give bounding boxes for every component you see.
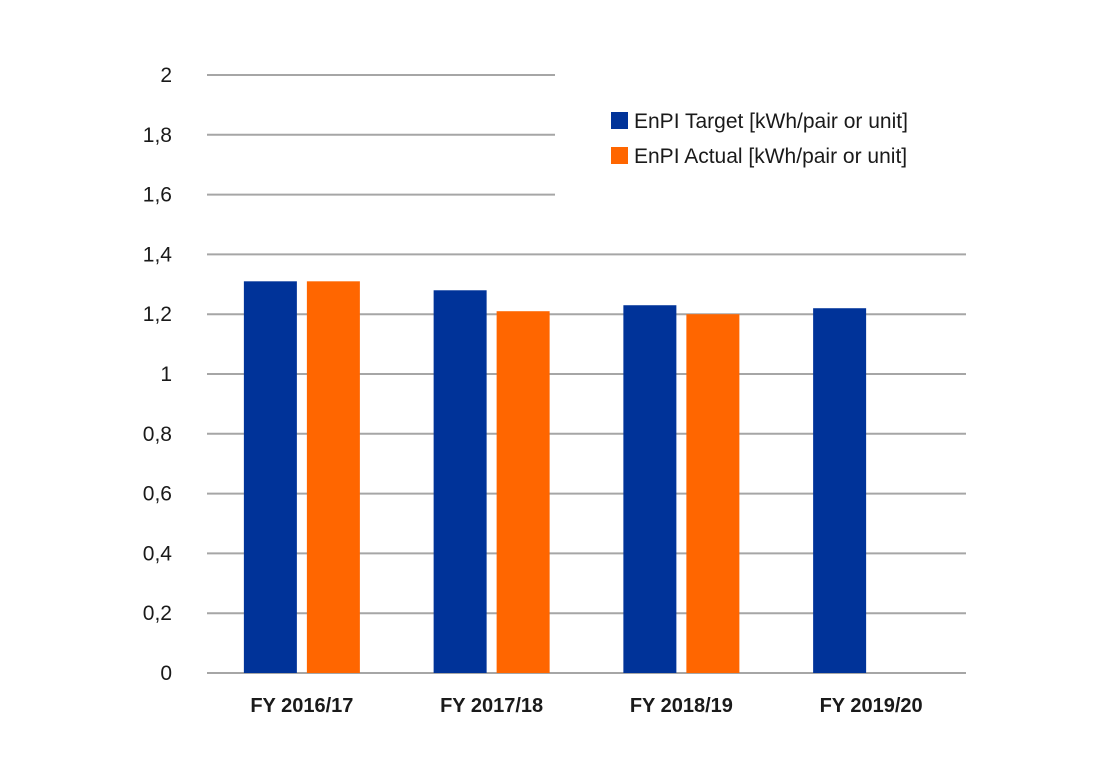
actual-bar xyxy=(306,281,360,673)
target-bar xyxy=(623,305,677,673)
actual-bar xyxy=(496,311,550,673)
actual-bar xyxy=(686,314,740,673)
x-category-label: FY 2017/18 xyxy=(440,695,543,717)
y-tick-label: 1,4 xyxy=(143,243,173,266)
legend-label-target: EnPI Target [kWh/pair or unit] xyxy=(634,110,908,133)
y-axis-tick-labels: 0 0,2 0,4 0,6 0,8 1 1,2 1,4 1,6 1,8 2 xyxy=(143,64,173,685)
y-tick-label: 0,8 xyxy=(143,423,172,446)
y-tick-label: 0 xyxy=(160,662,172,685)
y-tick-label: 0,4 xyxy=(143,542,173,565)
legend: EnPI Target [kWh/pair or unit] EnPI Actua… xyxy=(611,110,908,168)
y-tick-label: 1 xyxy=(160,363,172,386)
legend-swatch-target xyxy=(611,112,628,129)
y-tick-label: 1,8 xyxy=(143,124,172,147)
legend-swatch-actual xyxy=(611,147,628,164)
x-axis-category-labels: FY 2016/17 FY 2017/18 FY 2018/19 FY 2019/20 xyxy=(250,695,922,717)
bars xyxy=(243,281,867,673)
legend-label-actual: EnPI Actual [kWh/pair or unit] xyxy=(634,145,907,168)
y-tick-label: 1,2 xyxy=(143,303,172,326)
target-bar xyxy=(433,290,487,673)
y-tick-label: 0,2 xyxy=(143,602,172,625)
y-tick-label: 0,6 xyxy=(143,483,172,506)
x-category-label: FY 2019/20 xyxy=(820,695,923,717)
x-category-label: FY 2016/17 xyxy=(250,695,353,717)
x-category-label: FY 2018/19 xyxy=(630,695,733,717)
target-bar xyxy=(813,308,867,673)
target-bar xyxy=(243,281,297,673)
y-tick-label: 2 xyxy=(160,64,172,87)
y-tick-label: 1,6 xyxy=(143,184,172,207)
